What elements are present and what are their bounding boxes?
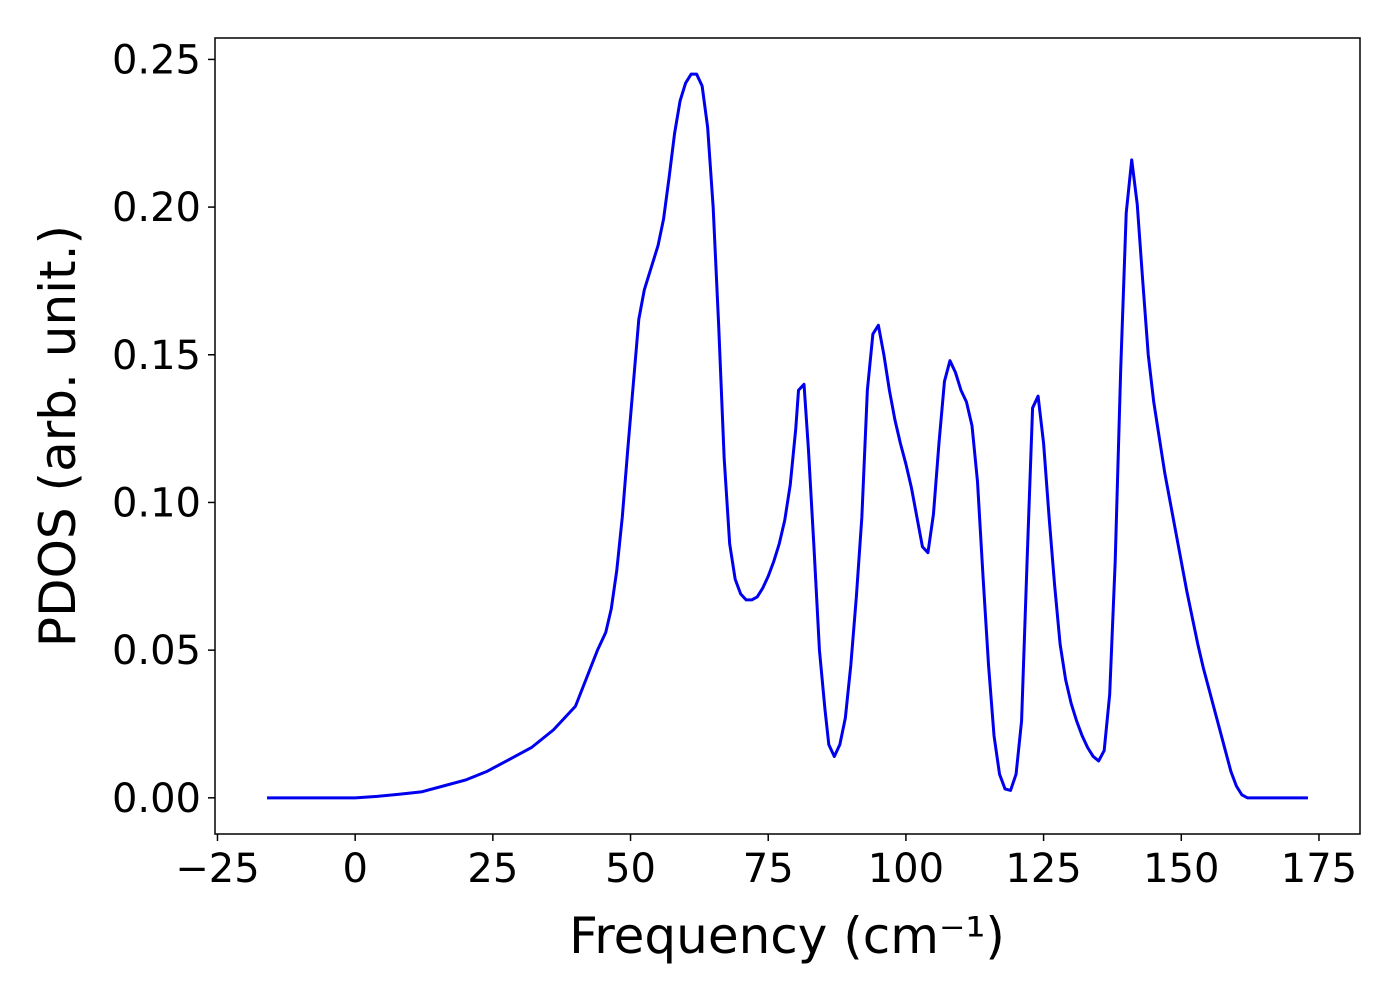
x-axis-label: Frequency (cm⁻¹) [569,907,1005,965]
x-tick-label: 175 [1281,846,1357,892]
y-axis-label: PDOS (arb. unit.) [29,225,87,647]
x-tick-label: −25 [175,846,259,892]
x-tick-label: 150 [1143,846,1219,892]
x-tick-label: 0 [342,846,367,892]
x-tick-label: 75 [743,846,794,892]
y-tick-label: 0.05 [112,628,201,674]
x-tick-label: 25 [467,846,518,892]
x-tick-label: 50 [605,846,656,892]
data-line [267,72,1308,800]
x-tick-label: 125 [1005,846,1081,892]
y-tick-label: 0.00 [112,776,201,822]
y-tick-label: 0.25 [112,37,201,83]
y-tick-label: 0.10 [112,480,201,526]
y-tick-label: 0.20 [112,185,201,231]
x-tick-label: 100 [868,846,944,892]
y-tick-label: 0.15 [112,333,201,379]
plot-frame [214,37,1361,835]
